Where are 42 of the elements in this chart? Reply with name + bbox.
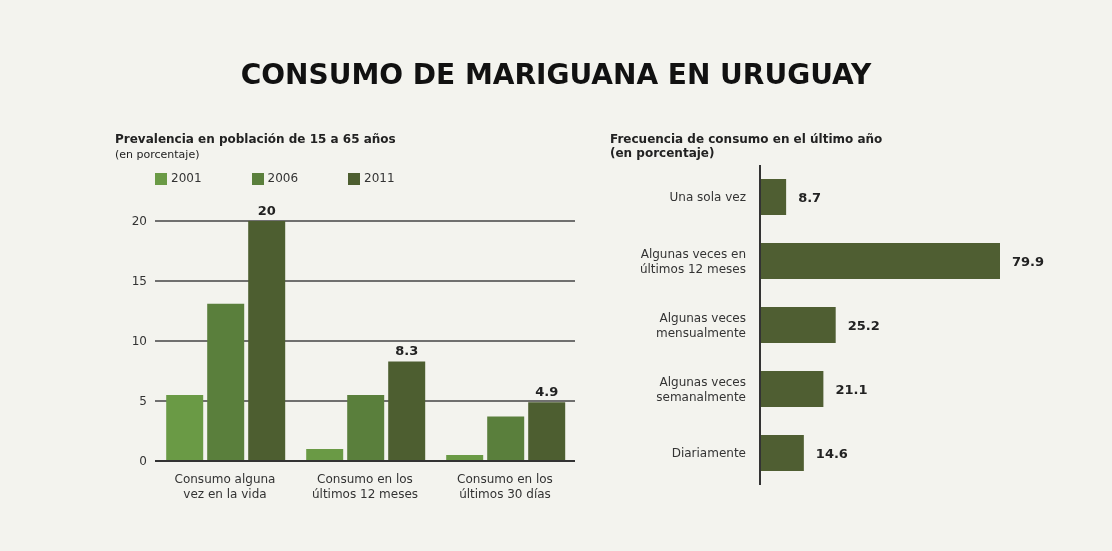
data-label: 8.3 <box>395 343 419 359</box>
x-tick-label: Consumo en los últimos 30 días <box>457 472 553 501</box>
bar <box>760 179 787 216</box>
bar <box>166 395 204 461</box>
data-label: 8.7 <box>798 190 822 206</box>
x-tick-label: Consumo en los últimos 12 meses <box>311 472 419 501</box>
chart-title: Frecuencia de consumo en el último año <box>610 132 884 146</box>
x-tick-label: Consumo alguna vez en la vida <box>174 472 276 501</box>
y-tick-label: Una sola vez <box>669 190 746 204</box>
legend-label: 2011 <box>364 171 395 185</box>
y-tick-label: 0 <box>139 454 147 469</box>
text: (en porcentaje) <box>115 148 201 161</box>
bar <box>347 395 385 461</box>
bar <box>528 402 566 461</box>
bar <box>306 449 344 461</box>
bar <box>760 307 836 344</box>
data-label: 21.1 <box>835 382 868 398</box>
data-label: 20 <box>257 203 276 218</box>
text: (en porcentaje) <box>610 146 716 160</box>
bar <box>760 435 804 472</box>
y-tick-label: 5 <box>139 394 147 409</box>
data-label: 14.6 <box>815 446 848 462</box>
y-tick-label: 15 <box>131 274 147 289</box>
bar <box>760 243 1000 280</box>
y-tick-label: 20 <box>131 214 147 229</box>
y-tick-label: Diariamente <box>671 446 746 460</box>
legend-label: 2001 <box>171 171 202 185</box>
y-tick-label: Algunas veces en últimos 12 meses <box>639 246 746 276</box>
chart-title: CONSUMO DE MARIGUANA EN URUGUAY <box>239 58 873 91</box>
bar <box>248 221 286 461</box>
chart-subtitle: Prevalencia en población de 15 a 65 años <box>115 132 397 146</box>
data-label: 4.9 <box>535 384 559 400</box>
y-tick-label: 10 <box>131 334 147 349</box>
bar <box>760 371 824 408</box>
bar <box>388 361 426 461</box>
bar <box>207 303 245 461</box>
data-label: 79.9 <box>1012 254 1045 270</box>
y-tick-label: Algunas veces mensualmente <box>656 310 746 340</box>
bar <box>487 416 525 461</box>
y-tick-label: Algunas veces semanalmente <box>656 374 746 404</box>
legend-label: 2006 <box>267 171 299 185</box>
data-label: 25.2 <box>847 318 880 334</box>
